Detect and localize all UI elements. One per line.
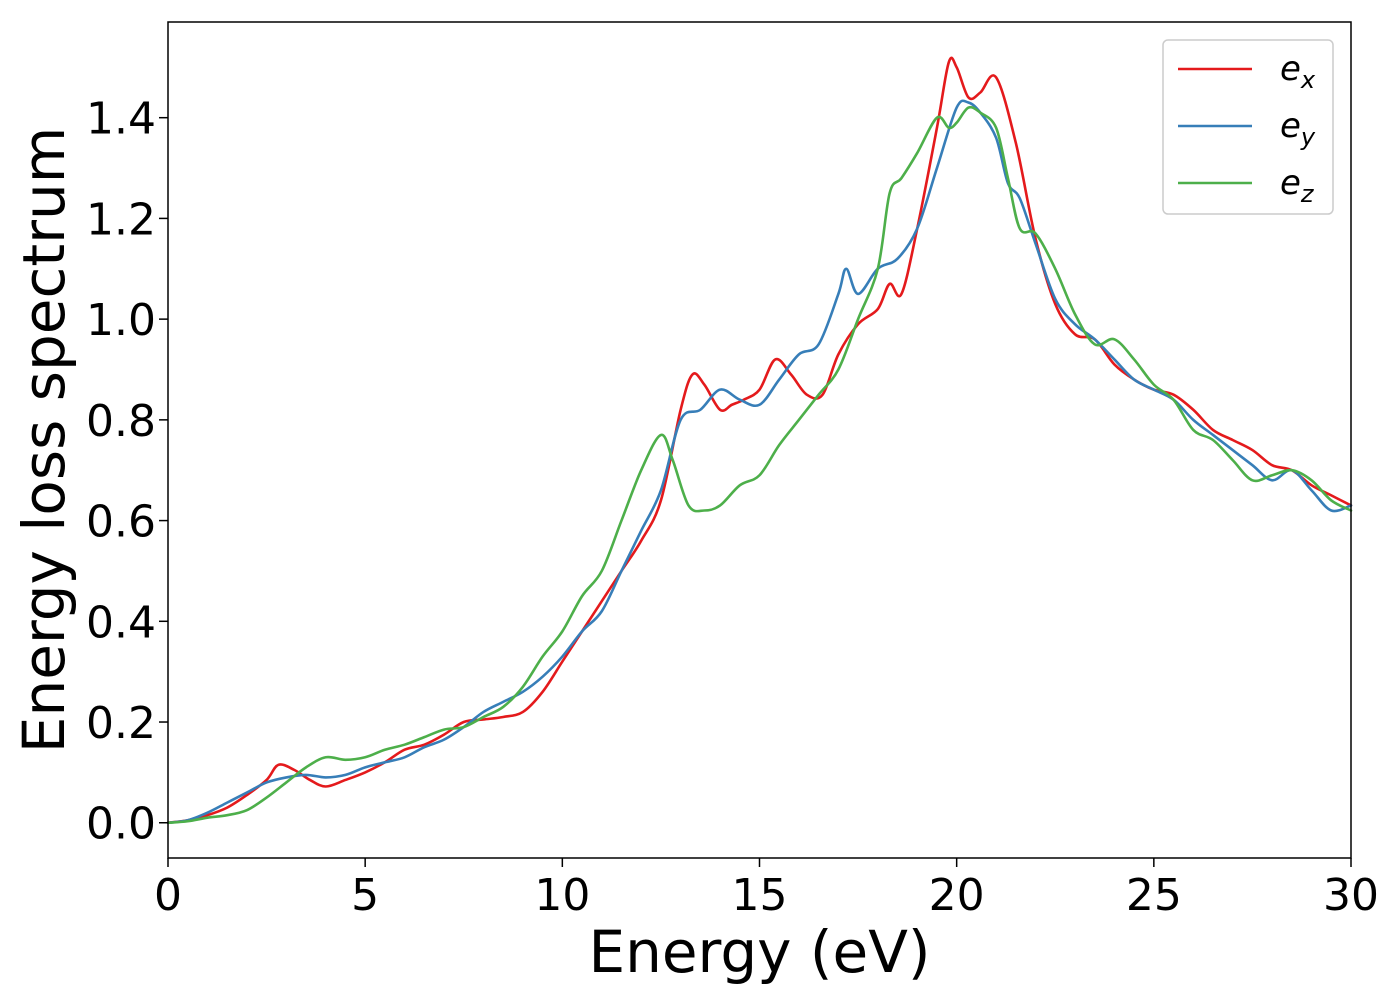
y-tick-label: 0.6 — [86, 497, 156, 548]
y-tick-label: 0.2 — [86, 698, 156, 749]
x-tick-label: 10 — [534, 870, 590, 921]
series-line-y — [166, 99, 1353, 825]
series-layer — [166, 56, 1353, 825]
x-tick-label: 15 — [732, 870, 788, 921]
y-tick-label: 0.8 — [86, 396, 156, 447]
y-tick-label: 0.4 — [86, 597, 156, 648]
x-axis-ticks: 0 5 10 15 20 25 30 — [154, 858, 1379, 921]
y-axis-ticks: 0.0 0.2 0.4 0.6 0.8 1.0 1.2 1.4 — [86, 94, 168, 850]
x-tick-label: 5 — [351, 870, 379, 921]
x-tick-label: 25 — [1126, 870, 1182, 921]
x-axis-title: Energy (eV) — [588, 918, 930, 986]
y-tick-label: 1.0 — [86, 295, 156, 346]
series-line-z — [166, 105, 1353, 825]
y-tick-label: 1.2 — [86, 194, 156, 245]
y-axis-title: Energy loss spectrum — [10, 127, 78, 753]
y-tick-label: 1.4 — [86, 94, 156, 145]
x-tick-label: 0 — [154, 870, 182, 921]
x-tick-label: 20 — [929, 870, 985, 921]
y-tick-label: 0.0 — [86, 799, 156, 850]
x-tick-label: 30 — [1323, 870, 1379, 921]
